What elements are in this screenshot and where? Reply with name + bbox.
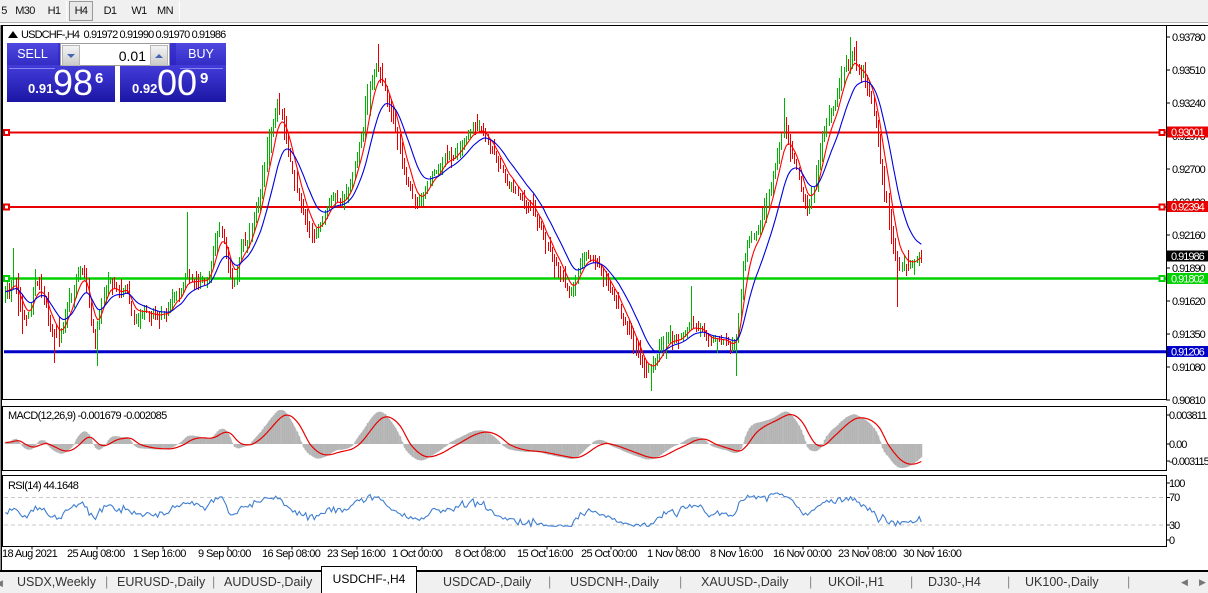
svg-text:0.003811: 0.003811 bbox=[1169, 410, 1207, 422]
svg-text:23 Sep 16:00: 23 Sep 16:00 bbox=[327, 548, 386, 560]
svg-text:23 Nov 08:00: 23 Nov 08:00 bbox=[838, 548, 897, 560]
svg-text:9 Sep 00:00: 9 Sep 00:00 bbox=[198, 548, 251, 560]
svg-text:0: 0 bbox=[1169, 535, 1175, 547]
svg-text:RSI(14) 44.1648: RSI(14) 44.1648 bbox=[8, 480, 79, 492]
svg-text:1 Oct 00:00: 1 Oct 00:00 bbox=[392, 548, 443, 560]
svg-text:0.91620: 0.91620 bbox=[1172, 296, 1206, 308]
svg-text:0.00: 0.00 bbox=[1169, 439, 1187, 451]
svg-text:30 Nov 16:00: 30 Nov 16:00 bbox=[903, 548, 962, 560]
svg-text:1 Nov 08:00: 1 Nov 08:00 bbox=[647, 548, 700, 560]
svg-text:16 Sep 08:00: 16 Sep 08:00 bbox=[262, 548, 321, 560]
svg-text:0.91080: 0.91080 bbox=[1172, 362, 1206, 374]
svg-text:0.90810: 0.90810 bbox=[1172, 395, 1206, 407]
svg-text:0.91890: 0.91890 bbox=[1172, 263, 1206, 275]
svg-text:0.93240: 0.93240 bbox=[1172, 98, 1206, 110]
svg-text:0.91350: 0.91350 bbox=[1172, 329, 1206, 341]
svg-text:1 Sep 16:00: 1 Sep 16:00 bbox=[133, 548, 186, 560]
svg-text:0.92394: 0.92394 bbox=[1171, 202, 1205, 214]
svg-text:0.93510: 0.93510 bbox=[1172, 65, 1206, 77]
svg-text:16 Nov 00:00: 16 Nov 00:00 bbox=[773, 548, 832, 560]
svg-text:8 Nov 16:00: 8 Nov 16:00 bbox=[710, 548, 763, 560]
svg-text:30: 30 bbox=[1169, 520, 1180, 532]
svg-text:25 Aug 08:00: 25 Aug 08:00 bbox=[67, 548, 125, 560]
svg-text:0.91206: 0.91206 bbox=[1171, 347, 1205, 359]
svg-text:0.92700: 0.92700 bbox=[1172, 164, 1206, 176]
svg-text:0.91802: 0.91802 bbox=[1171, 274, 1205, 286]
svg-text:15 Oct 16:00: 15 Oct 16:00 bbox=[517, 548, 573, 560]
svg-text:0.93780: 0.93780 bbox=[1172, 32, 1206, 44]
svg-text:-0.003115: -0.003115 bbox=[1169, 456, 1208, 468]
svg-text:MACD(12,26,9) -0.001679 -0.002: MACD(12,26,9) -0.001679 -0.002085 bbox=[8, 410, 167, 422]
svg-text:70: 70 bbox=[1169, 492, 1180, 504]
svg-text:8 Oct 08:00: 8 Oct 08:00 bbox=[455, 548, 506, 560]
svg-text:100: 100 bbox=[1169, 478, 1185, 490]
svg-text:0.93001: 0.93001 bbox=[1171, 127, 1205, 139]
svg-text:25 Oct 00:00: 25 Oct 00:00 bbox=[581, 548, 637, 560]
svg-text:0.91986: 0.91986 bbox=[1171, 251, 1205, 263]
svg-text:18 Aug 2021: 18 Aug 2021 bbox=[2, 548, 58, 560]
svg-text:0.92160: 0.92160 bbox=[1172, 230, 1206, 242]
